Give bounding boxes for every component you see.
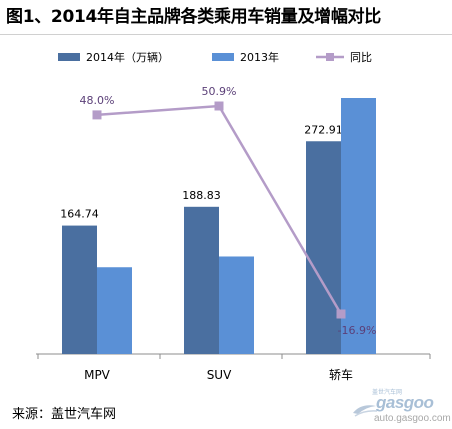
x-tick-label: 轿车	[329, 367, 353, 382]
legend-label-yoy: 同比	[350, 51, 372, 64]
bar-value-label: 188.83	[182, 189, 221, 202]
yoy-marker	[336, 309, 346, 319]
yoy-value-label: 50.9%	[202, 85, 237, 98]
legend-swatch-2013	[212, 53, 234, 61]
watermark-logo: gasgoo	[376, 393, 434, 412]
bar-0	[62, 225, 97, 354]
bar-1	[97, 267, 132, 354]
watermark-car-icon	[353, 405, 378, 417]
watermark-url: auto.gasgoo.com	[374, 413, 451, 424]
source-note: 来源：盖世汽车网	[12, 407, 117, 422]
bar-0	[184, 206, 219, 354]
bar-1	[219, 256, 254, 354]
bar-value-label: 164.74	[60, 208, 99, 221]
legend-swatch-2014	[58, 53, 80, 61]
title-divider	[0, 34, 452, 35]
x-tick-label: MPV	[84, 368, 111, 382]
legend-marker-yoy	[326, 53, 334, 61]
bar-1	[341, 98, 376, 354]
bar-value-label: 272.91	[304, 123, 343, 136]
gasgoo-watermark: 盖世汽车网 gasgoo auto.gasgoo.com	[352, 389, 451, 427]
yoy-value-label: -16.9%	[338, 324, 377, 337]
chart-title: 图1、2014年自主品牌各类乘用车销量及增幅对比	[6, 7, 381, 27]
yoy-marker	[92, 110, 102, 120]
yoy-value-label: 48.0%	[80, 94, 115, 107]
watermark-tagline: 盖世汽车网	[372, 389, 403, 396]
x-tick-label: SUV	[207, 368, 232, 382]
yoy-marker	[214, 101, 224, 111]
bar-0	[306, 141, 341, 354]
legend-label-2014: 2014年（万辆）	[86, 50, 169, 64]
legend-label-2013: 2013年	[240, 50, 279, 64]
